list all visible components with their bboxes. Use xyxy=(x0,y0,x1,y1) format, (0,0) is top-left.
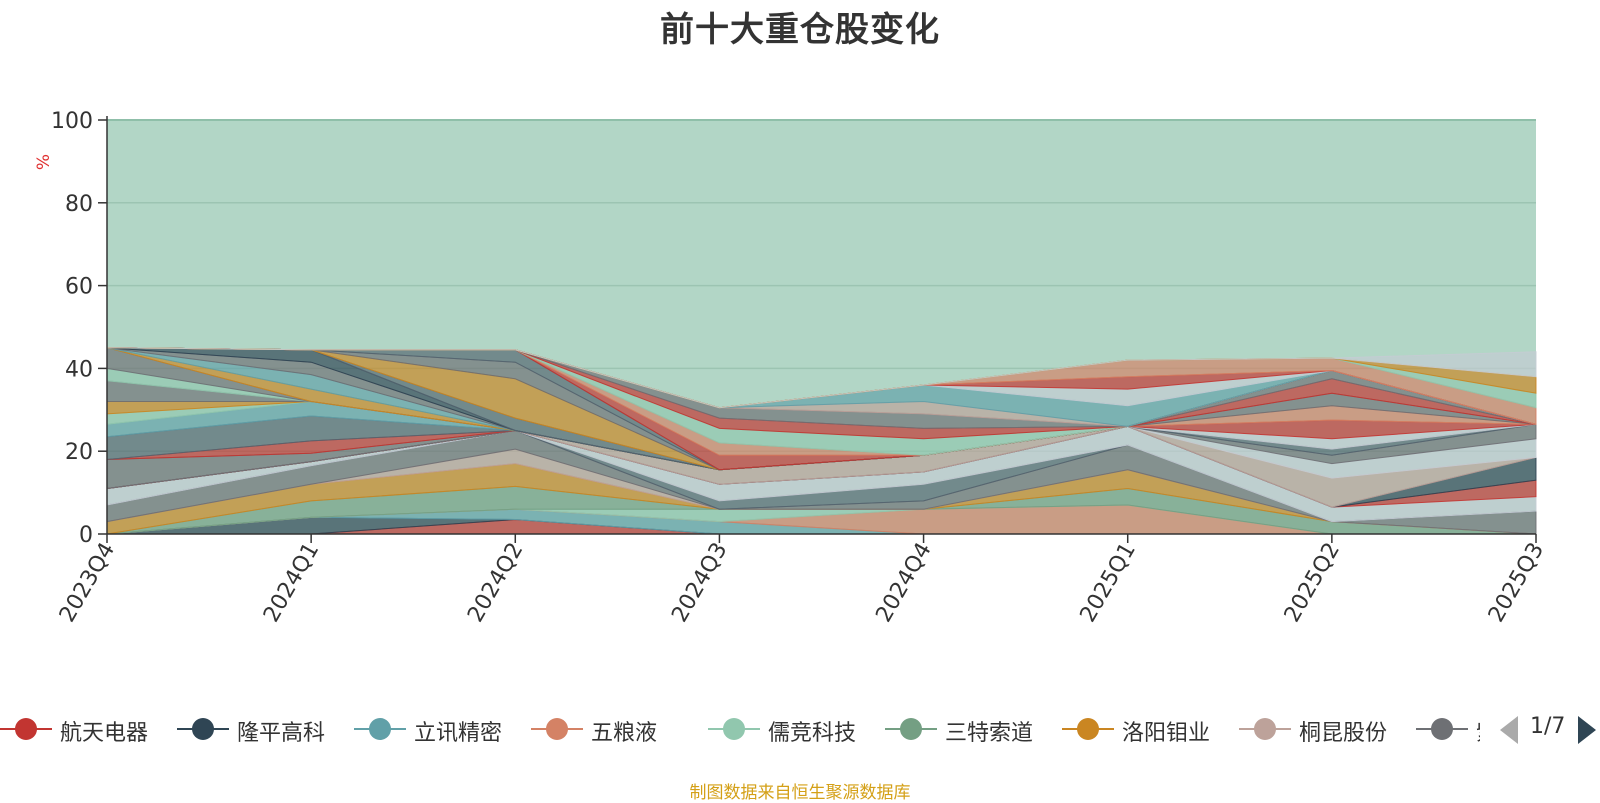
legend-label: 桐昆股份 xyxy=(1299,721,1388,746)
source-note: 制图数据来自恒生聚源数据库 xyxy=(689,783,911,803)
legend-item[interactable]: 航天电器 xyxy=(0,712,170,746)
legend-dot-icon xyxy=(723,718,745,740)
legend-dot-icon xyxy=(900,718,922,740)
legend-label: 航天电器 xyxy=(60,721,149,746)
y-tick-label: 20 xyxy=(65,440,93,465)
legend-item[interactable]: 洛阳钼业 xyxy=(1062,712,1232,746)
x-tick-label: 2025Q3 xyxy=(1484,539,1549,627)
legend-dot-icon xyxy=(1254,718,1276,740)
legend-item[interactable]: 三特索道 xyxy=(885,712,1055,746)
y-tick-label: 80 xyxy=(65,192,93,217)
legend-item[interactable]: 桐昆股份 xyxy=(1239,712,1409,746)
x-tick-label: 2025Q1 xyxy=(1076,539,1141,627)
x-tick-label: 2024Q2 xyxy=(463,539,528,627)
legend-label: 五粮液 xyxy=(591,721,658,746)
legend-item[interactable]: 隆平高科 xyxy=(177,712,347,746)
legend-label: 儒竞科技 xyxy=(768,721,857,746)
chart-title: 前十大重仓股变化 xyxy=(660,10,940,50)
legend-next-page-icon[interactable] xyxy=(1578,716,1596,744)
x-tick-label: 2024Q4 xyxy=(871,539,936,627)
legend-item[interactable]: 紫金矿业 xyxy=(1416,712,1480,746)
x-tick-label: 2025Q2 xyxy=(1280,539,1345,627)
legend-pager: 1/7 xyxy=(1496,712,1600,746)
legend-label: 三特索道 xyxy=(945,721,1034,746)
y-tick-label: 40 xyxy=(65,357,93,382)
legend-dot-icon xyxy=(1431,718,1453,740)
legend-prev-page-icon[interactable] xyxy=(1500,716,1518,744)
legend-item[interactable]: 五粮液 xyxy=(531,712,701,746)
y-tick-label: 0 xyxy=(79,523,93,548)
legend-label: 洛阳钼业 xyxy=(1122,721,1211,746)
y-tick-label: 60 xyxy=(65,275,93,300)
x-tick-label: 2024Q1 xyxy=(259,539,324,627)
legend-item[interactable]: 儒竞科技 xyxy=(708,712,878,746)
legend-page-indicator: 1/7 xyxy=(1530,714,1566,739)
legend-label: 立讯精密 xyxy=(414,721,503,746)
legend-dot-icon xyxy=(369,718,391,740)
legend-dot-icon xyxy=(546,718,568,740)
legend-dot-icon xyxy=(15,718,37,740)
legend-label: 隆平高科 xyxy=(237,721,326,746)
series-area-52 xyxy=(106,347,1537,409)
legend-label: 紫金矿业 xyxy=(1476,715,1480,746)
legend-item[interactable]: 立讯精密 xyxy=(354,712,524,746)
y-tick-label: 100 xyxy=(51,109,93,134)
legend-dot-icon xyxy=(192,718,214,740)
x-tick-label: 2024Q3 xyxy=(667,539,732,627)
area-series-layer xyxy=(106,347,1537,535)
x-tick-label: 2023Q4 xyxy=(55,539,120,627)
legend: 航天电器 隆平高科 立讯精密 五粮液 儒竞科技 三特索道 洛阳钼业 桐昆股份 紫金矿业 xyxy=(0,712,1480,746)
y-axis-label: % xyxy=(34,154,54,170)
legend-dot-icon xyxy=(1077,718,1099,740)
